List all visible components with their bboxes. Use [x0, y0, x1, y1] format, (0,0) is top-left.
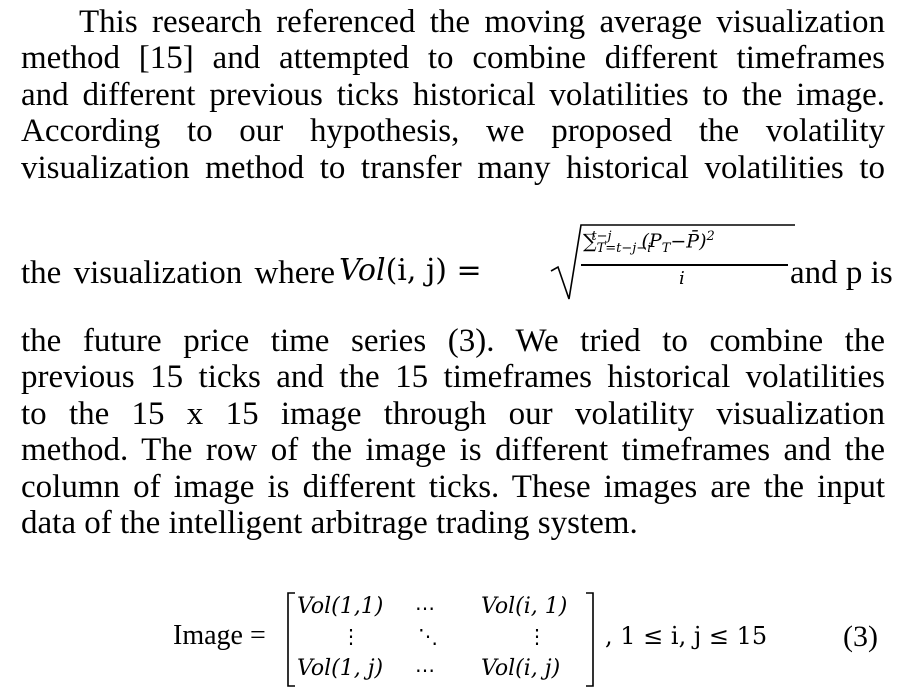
sum-term-power: 2 [706, 229, 715, 244]
fraction-numerator: ∑T=t−j−it−j (PT−P̄)2 [583, 229, 715, 256]
matrix-vdots-left: ⋮ [341, 624, 361, 648]
inline-equation-line: the visualization where Vol(i, j) = ∑T=t… [21, 223, 893, 303]
sum-term: (P [641, 230, 662, 253]
matrix-vdots-right: ⋮ [527, 624, 547, 648]
paragraph-line-12: data of the intelligent arbitrage tradin… [21, 505, 638, 541]
equation-number: (3) [843, 620, 878, 653]
paragraph-line-9: to the 15 x 15 image through our volatil… [21, 396, 885, 432]
eq-prefix-text: the visualization where [21, 255, 336, 291]
paragraph-line-10: method. The row of the image is differen… [21, 432, 885, 468]
equation-label: Image = [173, 620, 266, 651]
paragraph-line-3: and different previous ticks historical … [21, 77, 885, 113]
volatility-function: Vol(i, j) = [339, 253, 482, 288]
index-constraint: , 1 ≤ i, j ≤ 15 [605, 622, 768, 650]
sum-lower-limit: T=t−j−i [596, 241, 652, 257]
sum-term-sub: T [661, 241, 671, 257]
sum-upper-limit: t−j [591, 229, 612, 244]
matrix-cell-bottom-right: Vol(i, j) [481, 656, 561, 681]
paragraph-line-11: column of image is different ticks. Thes… [21, 469, 885, 505]
matrix-brackets-icon [287, 592, 594, 687]
paragraph-line-4: According to our hypothesis, we proposed… [21, 113, 885, 149]
vol-fn-name: Vol [339, 253, 386, 288]
sqrt-radical-icon [550, 224, 795, 300]
sum-term-rest: −P̄) [670, 230, 707, 253]
fraction-bar [581, 264, 788, 266]
matrix-cell-top-right: Vol(i, 1) [481, 594, 568, 619]
matrix-ddots: ⋱ [418, 624, 438, 648]
display-equation: Image = Vol(1,1) ⋯ Vol(i, 1) ⋮ ⋱ ⋮ Vol(1… [0, 590, 906, 690]
matrix-hdots-top: ⋯ [415, 596, 435, 620]
paragraph-line-5: visualization method to transfer many hi… [21, 150, 885, 186]
vol-fn-args: (i, j) = [385, 253, 482, 288]
eq-suffix-text: and p is [790, 255, 893, 291]
fraction-denominator: i [679, 268, 685, 289]
matrix-cell-top-left: Vol(1,1) [297, 594, 384, 619]
paragraph-line-8: previous 15 ticks and the 15 timeframes … [21, 359, 885, 395]
paragraph-line-7: the future price time series (3). We tri… [21, 323, 885, 359]
matrix-hdots-bottom: ⋯ [415, 658, 435, 682]
sum-symbol: ∑ [583, 230, 597, 253]
matrix-cell-bottom-left: Vol(1, j) [297, 656, 384, 681]
paragraph-line-2: method [15] and attempted to combine dif… [21, 40, 885, 76]
paragraph-line-1: This research referenced the moving aver… [79, 4, 885, 40]
